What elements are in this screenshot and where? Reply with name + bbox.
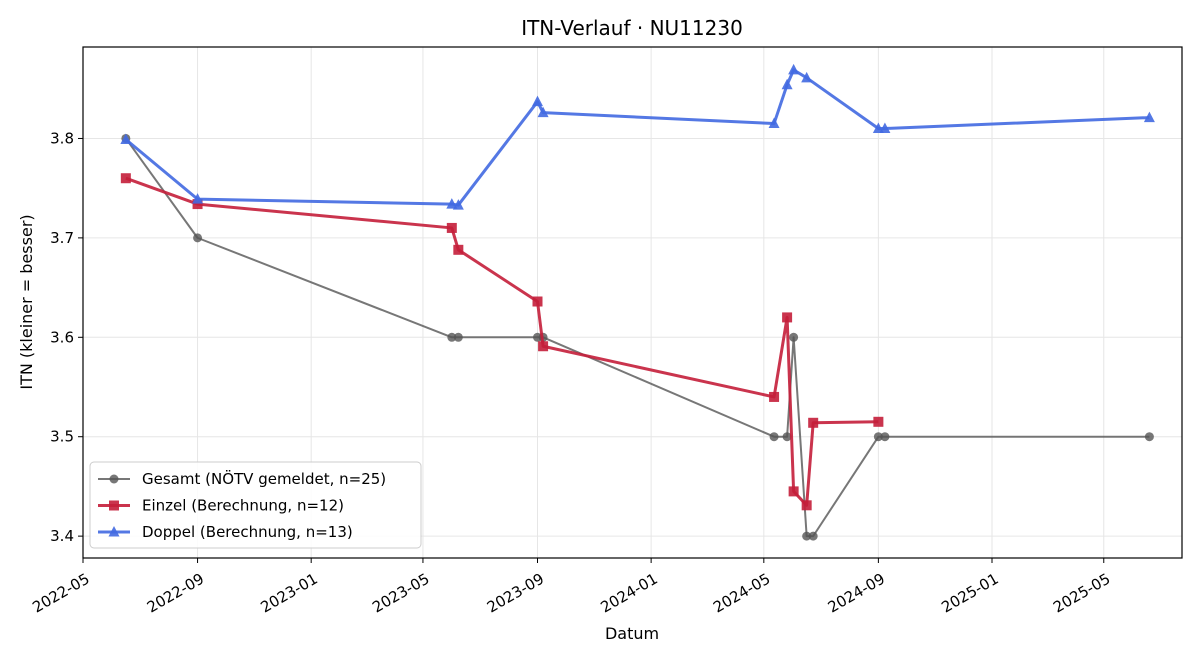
data-point (192, 199, 203, 210)
data-point (781, 78, 793, 90)
data-point (808, 531, 818, 541)
data-point (808, 417, 819, 428)
data-point (532, 296, 543, 307)
data-point (801, 71, 813, 83)
y-tick-label: 3.7 (50, 229, 74, 247)
data-point (873, 432, 883, 442)
data-point (537, 106, 549, 118)
data-point (120, 133, 132, 144)
data-point (880, 432, 890, 442)
x-axis-label: Datum (605, 624, 659, 643)
data-point (447, 332, 457, 342)
series-square (120, 173, 884, 511)
x-tick-label: 2024-05 (710, 570, 773, 617)
chart-title: ITN-Verlauf · NU11230 (521, 16, 743, 40)
legend-item: Gesamt (NÖTV gemeldet, n=25) (98, 469, 386, 488)
legend-label: Gesamt (NÖTV gemeldet, n=25) (142, 469, 386, 488)
legend-box (89, 461, 422, 549)
data-point (879, 122, 891, 134)
data-point (453, 244, 464, 255)
x-tick-label: 2025-01 (938, 570, 1001, 617)
data-point (192, 193, 204, 204)
data-point (193, 233, 203, 243)
data-point (782, 312, 793, 323)
legend: Gesamt (NÖTV gemeldet, n=25) Einzel (Bere… (89, 461, 422, 549)
legend-item: Einzel (Berechnung, n=12) (98, 497, 344, 515)
data-point (768, 117, 780, 129)
x-tick-label: 2023-01 (257, 570, 320, 617)
y-tick-label: 3.6 (50, 328, 74, 346)
x-tick-label: 2025-05 (1050, 570, 1113, 617)
data-point (788, 486, 799, 497)
series-line (124, 68, 1150, 207)
data-point (873, 416, 884, 427)
legend-label: Einzel (Berechnung, n=12) (142, 497, 344, 515)
series-triangle (120, 63, 1155, 210)
data-point (789, 332, 799, 342)
x-axis: 2022-05 2022-09 2023-01 2023-05 2023-09 2024-… (29, 558, 1113, 617)
data-point (446, 222, 457, 233)
legend-item: Doppel (Berechnung, n=13) (98, 523, 353, 541)
x-tick-label: 2024-09 (825, 570, 888, 617)
legend-marker (108, 526, 120, 537)
x-tick-label: 2022-05 (29, 570, 92, 617)
data-point (120, 173, 131, 184)
legend-marker (109, 474, 119, 484)
x-tick-label: 2023-05 (369, 570, 432, 617)
data-point (532, 95, 544, 107)
x-tick-label: 2022-09 (144, 570, 207, 617)
data-point (452, 199, 464, 210)
y-axis-label: ITN (kleiner = besser) (17, 214, 36, 389)
y-axis: 3.4 3.5 3.6 3.7 3.8 (50, 129, 83, 545)
y-tick-label: 3.4 (50, 527, 74, 545)
data-point (782, 432, 792, 442)
x-tick-label: 2023-09 (484, 570, 547, 617)
data-point (769, 432, 779, 442)
data-point (801, 500, 812, 511)
data-point (453, 332, 463, 342)
y-tick-label: 3.5 (50, 428, 74, 446)
legend-marker (109, 500, 119, 511)
plot-frame (82, 46, 1183, 559)
data-point (1143, 111, 1155, 123)
data-point (446, 198, 458, 209)
series-line (125, 176, 879, 507)
data-point (788, 63, 800, 75)
data-point (538, 341, 549, 352)
legend-label: Doppel (Berechnung, n=13) (142, 523, 353, 541)
data-point (1144, 432, 1154, 442)
x-tick-label: 2024-01 (597, 570, 660, 617)
series-layer (120, 63, 1155, 541)
y-tick-label: 3.8 (50, 129, 74, 147)
data-point (769, 391, 780, 402)
data-point (802, 531, 812, 541)
